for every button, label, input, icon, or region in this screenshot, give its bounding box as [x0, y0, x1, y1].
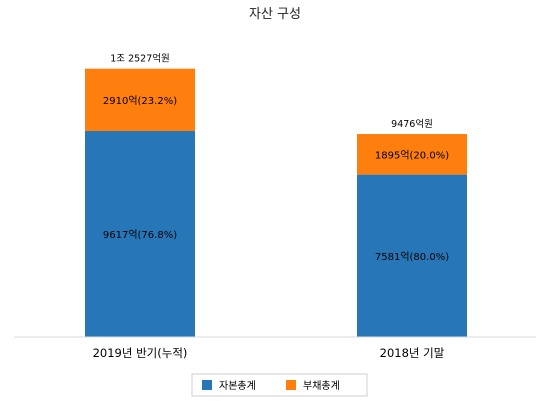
total-label-1: 9476억원 [391, 118, 433, 130]
chart-title: 자산 구성 [249, 7, 301, 22]
legend-box [191, 373, 368, 397]
legend-swatch-0[interactable] [202, 380, 212, 390]
bar-segment-자본총계-0 [85, 131, 195, 337]
category-label-1: 2018년 기말 [380, 346, 445, 360]
bars-group: 9617억(76.8%) 2910억(23.2%) 1조 2527억원 7581억(8… [85, 53, 467, 337]
legend[interactable]: 자본총계 부채총계 [191, 373, 368, 397]
segment-label-부채총계-0: 2910억(23.2%) [103, 95, 177, 107]
segment-label-부채총계-1: 1895억(20.0%) [375, 149, 449, 161]
legend-label-1[interactable]: 부채총계 [303, 380, 340, 392]
category-labels: 2019년 반기(누적) 2018년 기말 [93, 346, 445, 360]
bar-segment-부채총계-1 [357, 134, 467, 175]
bar-segment-부채총계-0 [85, 68, 195, 132]
segment-label-자본총계-0: 9617억(76.8%) [103, 229, 177, 241]
category-label-0: 2019년 반기(누적) [93, 346, 188, 360]
legend-swatch-1[interactable] [286, 380, 296, 390]
segment-label-자본총계-1: 7581억(80.0%) [375, 251, 449, 263]
total-label-0: 1조 2527억원 [110, 53, 169, 65]
legend-label-0[interactable]: 자본총계 [219, 380, 256, 392]
bar-segment-자본총계-1 [357, 174, 467, 337]
